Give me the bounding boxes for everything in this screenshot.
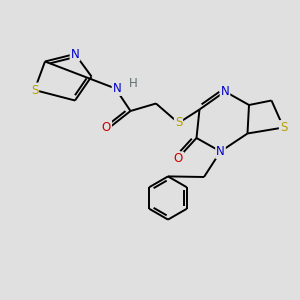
Text: N: N — [220, 85, 230, 98]
Text: O: O — [174, 152, 183, 166]
Text: N: N — [216, 145, 225, 158]
Text: H: H — [129, 76, 138, 90]
Text: S: S — [280, 121, 287, 134]
Text: S: S — [175, 116, 182, 130]
Text: S: S — [31, 83, 38, 97]
Text: O: O — [102, 121, 111, 134]
Text: N: N — [70, 47, 80, 61]
Text: N: N — [112, 82, 122, 95]
